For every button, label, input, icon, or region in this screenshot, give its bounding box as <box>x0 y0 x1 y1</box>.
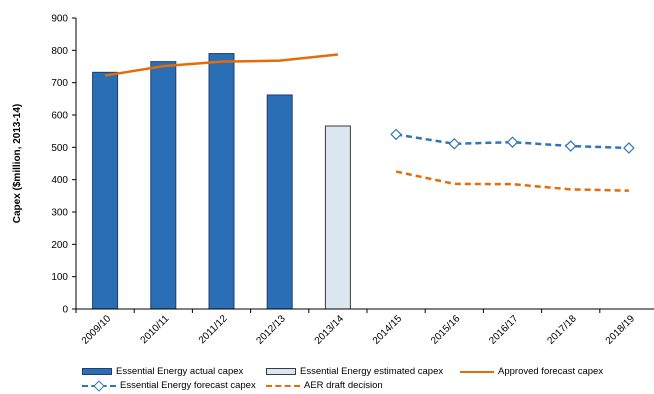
y-tick-label: 600 <box>51 111 68 122</box>
x-tick-label: 2013/14 <box>313 313 347 347</box>
y-tick-label: 0 <box>62 305 68 316</box>
bar <box>324 125 351 310</box>
y-tick-label: 800 <box>51 46 68 57</box>
y-axis-title-group: Capex ($million, 2013-14) <box>12 104 23 224</box>
x-tick-label: 2010/11 <box>139 313 172 346</box>
x-tick-label: 2009/10 <box>80 313 114 347</box>
bar <box>266 94 293 310</box>
y-tick-label: 400 <box>51 175 68 186</box>
line-point <box>564 140 577 152</box>
bar <box>208 53 235 310</box>
x-tick-label: 2015/16 <box>429 313 463 347</box>
x-tick-label: 2012/13 <box>254 313 288 347</box>
x-tick-label: 2014/15 <box>371 313 405 347</box>
y-axis-title: Capex ($million, 2013-14) <box>12 104 23 224</box>
y-tick-label: 900 <box>51 14 68 25</box>
line-point <box>623 142 635 154</box>
y-axis-ticks: 0 100 200 300 400 500 600 700 800 900 <box>51 14 76 316</box>
line-point <box>506 136 519 148</box>
x-tick-label: 2017/18 <box>545 313 579 347</box>
line-point <box>448 137 461 150</box>
series-line <box>395 170 629 192</box>
bar <box>92 71 119 310</box>
series-line <box>395 133 629 150</box>
line-series <box>104 53 635 192</box>
y-tick-label: 200 <box>51 240 68 251</box>
x-tick-label: 2016/17 <box>487 313 521 347</box>
y-tick-label: 500 <box>51 143 68 154</box>
bar-series <box>92 53 351 310</box>
axes <box>75 18 654 310</box>
y-tick-label: 700 <box>51 78 68 89</box>
x-tick-label: 2018/19 <box>604 313 638 347</box>
y-tick-label: 300 <box>51 208 68 219</box>
bar <box>150 61 177 310</box>
series-line <box>104 53 339 77</box>
line-point <box>390 128 402 141</box>
x-axis-ticks: 2009/10 2010/11 2011/12 2012/13 2013/14 2014/… <box>75 309 638 347</box>
x-tick-label: 2011/12 <box>197 313 230 346</box>
y-tick-label: 100 <box>51 272 68 283</box>
